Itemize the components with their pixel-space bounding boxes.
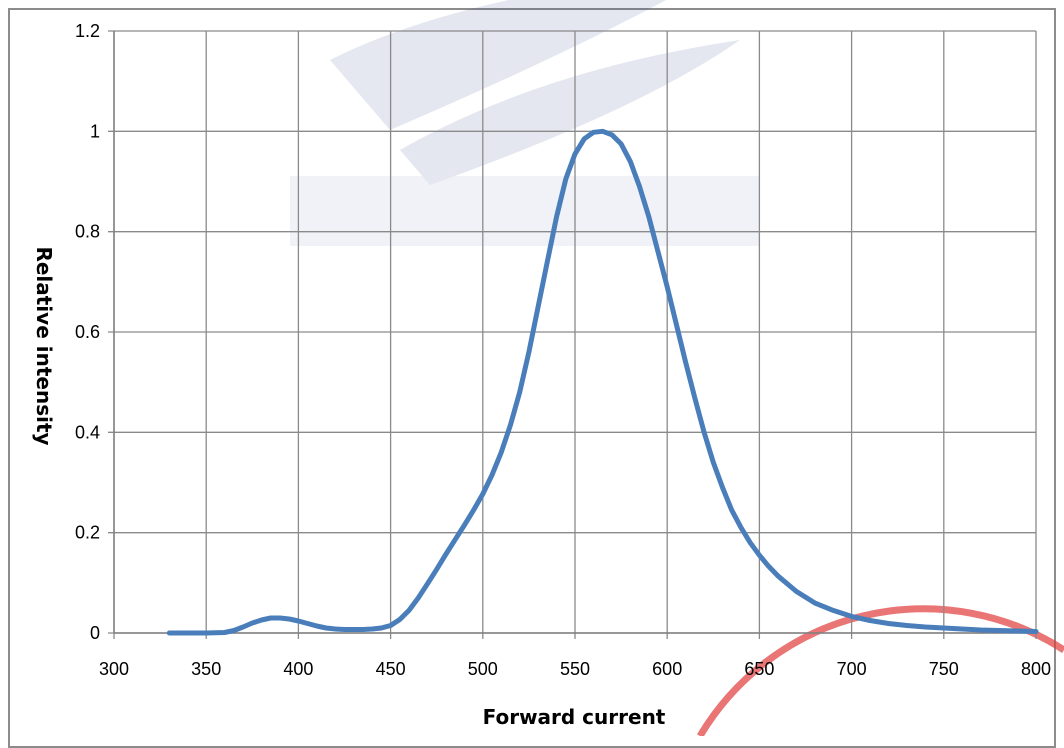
spectrum-series-line xyxy=(166,128,1039,636)
x-tick-label: 750 xyxy=(929,659,959,679)
x-tick-label: 600 xyxy=(652,659,682,679)
y-axis-title: Relative intensity xyxy=(32,246,56,445)
y-tick-label: 1 xyxy=(90,121,100,141)
x-tick-label: 700 xyxy=(837,659,867,679)
y-tick-label: 1.2 xyxy=(75,21,100,41)
x-tick-label: 800 xyxy=(1021,659,1051,679)
y-tick-label: 0.8 xyxy=(75,222,100,242)
y-tick-label: 0.6 xyxy=(75,322,100,342)
x-tick-label: 350 xyxy=(191,659,221,679)
y-tick-label: 0 xyxy=(90,623,100,643)
x-tick-label: 500 xyxy=(468,659,498,679)
company-stamp xyxy=(696,605,1064,736)
watermark-logo xyxy=(290,0,760,246)
x-tick-label: 550 xyxy=(560,659,590,679)
y-tick-label: 0.4 xyxy=(75,422,100,442)
x-tick-label: 650 xyxy=(744,659,774,679)
x-tick-label: 300 xyxy=(99,659,129,679)
y-tick-label: 0.2 xyxy=(75,523,100,543)
x-tick-label: 400 xyxy=(283,659,313,679)
x-axis-title: Forward current xyxy=(483,705,666,729)
x-tick-label: 450 xyxy=(376,659,406,679)
